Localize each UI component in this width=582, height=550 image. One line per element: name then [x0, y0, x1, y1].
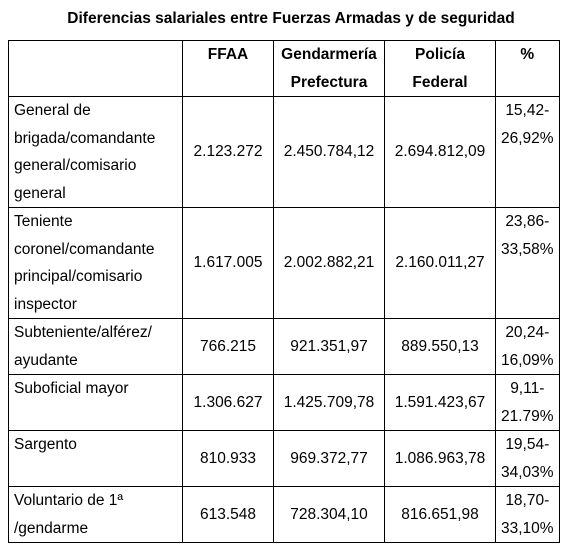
cell-ffaa: 613.548 [182, 486, 274, 543]
label-line: general [14, 184, 66, 202]
row-label: Suboficial mayor [8, 374, 183, 431]
header-line: Federal [412, 73, 468, 91]
table-row: Sargento 810.933 969.372,77 1.086.963,78… [8, 430, 560, 487]
label-line: General de [14, 102, 91, 119]
label-line: Voluntario de 1ª [14, 492, 124, 509]
pct-line: 23,86- [505, 213, 550, 230]
header-pct: % [495, 40, 560, 97]
pct-line: 20,24- [505, 324, 550, 341]
cell-policia: 2.160.011,27 [384, 207, 496, 319]
pct-line: 33,58% [501, 240, 554, 258]
label-line: /gendarme [14, 519, 89, 537]
cell-ffaa: 810.933 [182, 430, 274, 487]
row-label: General de brigada/comandante general/co… [8, 96, 183, 208]
label-line: ayudante [14, 351, 78, 369]
header-policia: Policía Federal [384, 40, 496, 97]
cell-policia: 1.086.963,78 [384, 430, 496, 487]
table-row: Suboficial mayor 1.306.627 1.425.709,78 … [8, 374, 560, 431]
pct-line: 16,09% [501, 351, 554, 369]
pct-line: 33,10% [501, 519, 554, 537]
cell-pct: 19,54- 34,03% [495, 430, 560, 487]
cell-gendarmeria: 1.425.709,78 [273, 374, 385, 431]
cell-gendarmeria: 921.351,97 [273, 318, 385, 375]
header-line: Gendarmería [281, 46, 377, 63]
cell-pct: 15,42- 26,92% [495, 96, 560, 208]
pct-line: 26,92% [501, 129, 554, 147]
table-title: Diferencias salariales entre Fuerzas Arm… [67, 10, 515, 27]
row-label: Teniente coronel/comandante principal/co… [8, 207, 183, 319]
label-line: Teniente [14, 213, 73, 230]
header-ffaa: FFAA [182, 40, 274, 97]
label-line: Suboficial mayor [14, 380, 129, 397]
cell-pct: 18,70- 33,10% [495, 486, 560, 543]
label-line: inspector [14, 295, 77, 313]
header-line: % [520, 46, 535, 63]
salary-table: FFAA Gendarmería Prefectura Policía Fede… [8, 40, 560, 543]
pct-line: 9,11- [510, 380, 545, 397]
pct-line: 19,54- [505, 436, 550, 453]
cell-pct: 20,24- 16,09% [495, 318, 560, 375]
cell-policia: 816.651,98 [384, 486, 496, 543]
cell-gendarmeria: 2.450.784,12 [273, 96, 385, 208]
table-row: Teniente coronel/comandante principal/co… [8, 207, 560, 319]
cell-gendarmeria: 2.002.882,21 [273, 207, 385, 319]
cell-policia: 2.694.812,09 [384, 96, 496, 208]
header-row: FFAA Gendarmería Prefectura Policía Fede… [8, 40, 560, 97]
cell-ffaa: 1.617.005 [182, 207, 274, 319]
cell-ffaa: 1.306.627 [182, 374, 274, 431]
header-line: FFAA [207, 46, 249, 63]
header-line: Policía [415, 46, 465, 63]
cell-ffaa: 2.123.272 [182, 96, 274, 208]
table-row: Voluntario de 1ª /gendarme 613.548 728.3… [8, 486, 560, 543]
table-row: General de brigada/comandante general/co… [8, 96, 560, 208]
header-gendarmeria: Gendarmería Prefectura [273, 40, 385, 97]
row-label: Subteniente/alférez/ ayudante [8, 318, 183, 375]
row-label: Voluntario de 1ª /gendarme [8, 486, 183, 543]
label-line: Sargento [14, 436, 77, 453]
header-empty [8, 40, 183, 97]
cell-pct: 9,11- 21.79% [495, 374, 560, 431]
label-line: coronel/comandante [14, 240, 155, 258]
cell-ffaa: 766.215 [182, 318, 274, 375]
header-line: Prefectura [290, 73, 368, 91]
cell-gendarmeria: 728.304,10 [273, 486, 385, 543]
cell-gendarmeria: 969.372,77 [273, 430, 385, 487]
pct-line: 21.79% [501, 407, 554, 425]
pct-line: 34,03% [501, 463, 554, 481]
label-line: principal/comisario [14, 268, 143, 285]
label-line: brigada/comandante [14, 129, 156, 147]
table-row: Subteniente/alférez/ ayudante 766.215 92… [8, 318, 560, 375]
row-label: Sargento [8, 430, 183, 487]
label-line: general/comisario [14, 157, 137, 174]
pct-line: 15,42- [505, 102, 550, 119]
cell-pct: 23,86- 33,58% [495, 207, 560, 319]
cell-policia: 889.550,13 [384, 318, 496, 375]
pct-line: 18,70- [505, 492, 550, 509]
label-line: Subteniente/alférez/ [14, 324, 152, 341]
cell-policia: 1.591.423,67 [384, 374, 496, 431]
